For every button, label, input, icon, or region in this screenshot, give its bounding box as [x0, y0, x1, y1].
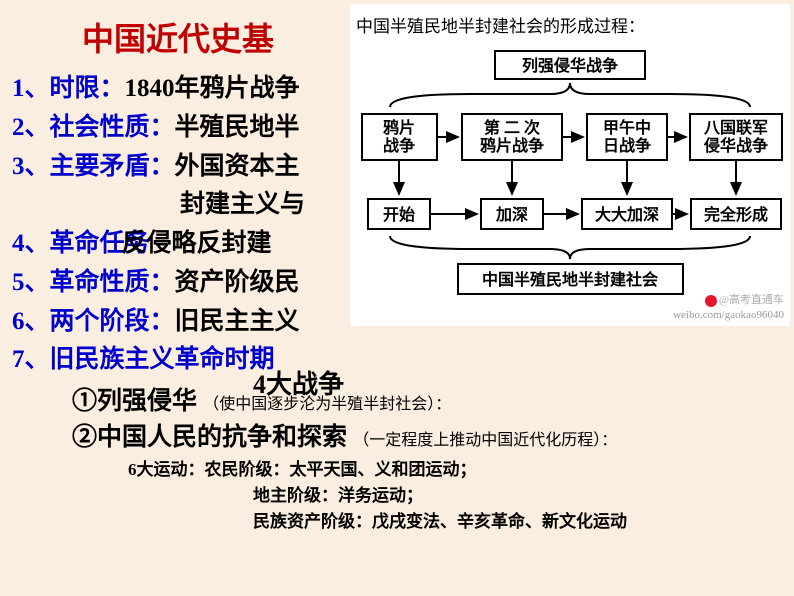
watermark-url: weibo.com/gaokao96040	[673, 308, 784, 322]
sub-note: （一定程度上推动中国近代化历程）：	[353, 432, 617, 449]
mv-class-label: 民族资产阶级：	[253, 512, 372, 531]
sub-section: ①列强侵华 （使中国逐步沦为半殖半封社会）： ②中国人民的抗争和探索 （一定程度…	[72, 384, 782, 536]
item-num: 4、	[12, 230, 50, 257]
item-value: 反侵略反封建	[122, 230, 272, 257]
sub-item: ②中国人民的抗争和探索 （一定程度上推动中国近代化历程）：	[72, 420, 782, 456]
mv-value: 太平天国、义和团运动；	[290, 460, 477, 479]
list-item: 7、旧民族主义革命时期	[12, 341, 782, 380]
svg-text:开始: 开始	[383, 205, 415, 224]
watermark-handle: @高考直通车	[719, 294, 784, 306]
mv-class-label: 地主阶级：	[253, 486, 338, 505]
item-value: 旧民主主义	[175, 308, 300, 335]
war-box: 八国联军 侵华战争	[690, 114, 782, 160]
mv-value: 洋务运动；	[338, 486, 423, 505]
stage-box: 大大加深	[582, 199, 672, 229]
item-label: 旧民族主义革命时期	[50, 346, 275, 373]
movements-header: 6大运动：	[128, 460, 205, 479]
diagram-panel: 中国半殖民地半封建社会的形成过程： 列强侵华战争 鸦片 战争 第 二 次 鸦片战…	[350, 4, 790, 326]
diagram-title: 中国半殖民地半封建社会的形成过程：	[350, 4, 790, 39]
item-label: 时限：	[50, 75, 125, 102]
movements-block: 6大运动：农民阶级：太平天国、义和团运动； 地主阶级：洋务运动； 民族资产阶级：…	[128, 457, 782, 536]
top-box-text: 列强侵华战争	[522, 56, 618, 75]
svg-text:八国联军: 八国联军	[703, 119, 768, 137]
item-num: 7、	[12, 346, 50, 373]
overlap-text: 4大战争	[253, 364, 344, 401]
weibo-icon	[705, 295, 717, 307]
item-value: 资产阶级民	[175, 269, 300, 296]
item-value: 半殖民地半	[175, 114, 300, 141]
svg-text:侵华战争: 侵华战争	[703, 136, 768, 155]
bottom-box-text: 中国半殖民地半封建社会	[482, 270, 658, 289]
item-label: 主要矛盾：	[50, 153, 175, 180]
svg-text:战争: 战争	[383, 136, 415, 155]
svg-text:鸦片战争: 鸦片战争	[480, 136, 544, 155]
sub-label: ②中国人民的抗争和探索	[72, 424, 347, 451]
mv-class-label: 农民阶级：	[205, 460, 290, 479]
svg-text:鸦片: 鸦片	[383, 118, 415, 137]
svg-text:完全形成: 完全形成	[704, 205, 768, 224]
sub-item: ①列强侵华 （使中国逐步沦为半殖半封社会）：	[72, 384, 782, 420]
svg-text:日战争: 日战争	[603, 136, 651, 155]
war-box: 甲午中 日战争	[587, 114, 667, 160]
svg-text:甲午中: 甲午中	[603, 118, 651, 137]
war-box: 第 二 次 鸦片战争	[462, 114, 562, 160]
war-box: 鸦片 战争	[362, 114, 437, 160]
item-label: 社会性质：	[50, 114, 175, 141]
item-value: 1840年鸦片战争	[125, 75, 300, 102]
svg-text:大大加深: 大大加深	[595, 205, 659, 224]
svg-text:加深: 加深	[495, 205, 528, 224]
item-num: 3、	[12, 153, 50, 180]
item-num: 2、	[12, 114, 50, 141]
mv-value: 戊戌变法、辛亥革命、新文化运动	[372, 512, 627, 531]
stage-box: 完全形成	[691, 199, 781, 229]
stage-box: 加深	[481, 199, 543, 229]
item-value: 外国资本主	[175, 153, 300, 180]
watermark: @高考直通车 weibo.com/gaokao96040	[673, 293, 784, 322]
item-num: 6、	[12, 308, 50, 335]
item-num: 5、	[12, 269, 50, 296]
item-label: 两个阶段：	[50, 308, 175, 335]
svg-text:第 二 次: 第 二 次	[484, 118, 540, 137]
flowchart-svg: 列强侵华战争 鸦片 战争 第 二 次 鸦片战争 甲午中 日战争 八国联军 侵华战…	[350, 39, 790, 309]
item-value: 封建主义与	[180, 191, 305, 218]
sub-label: ①列强侵华	[72, 388, 197, 415]
item-num: 1、	[12, 75, 50, 102]
item-label: 革命性质：	[50, 269, 175, 296]
stage-box: 开始	[368, 199, 430, 229]
